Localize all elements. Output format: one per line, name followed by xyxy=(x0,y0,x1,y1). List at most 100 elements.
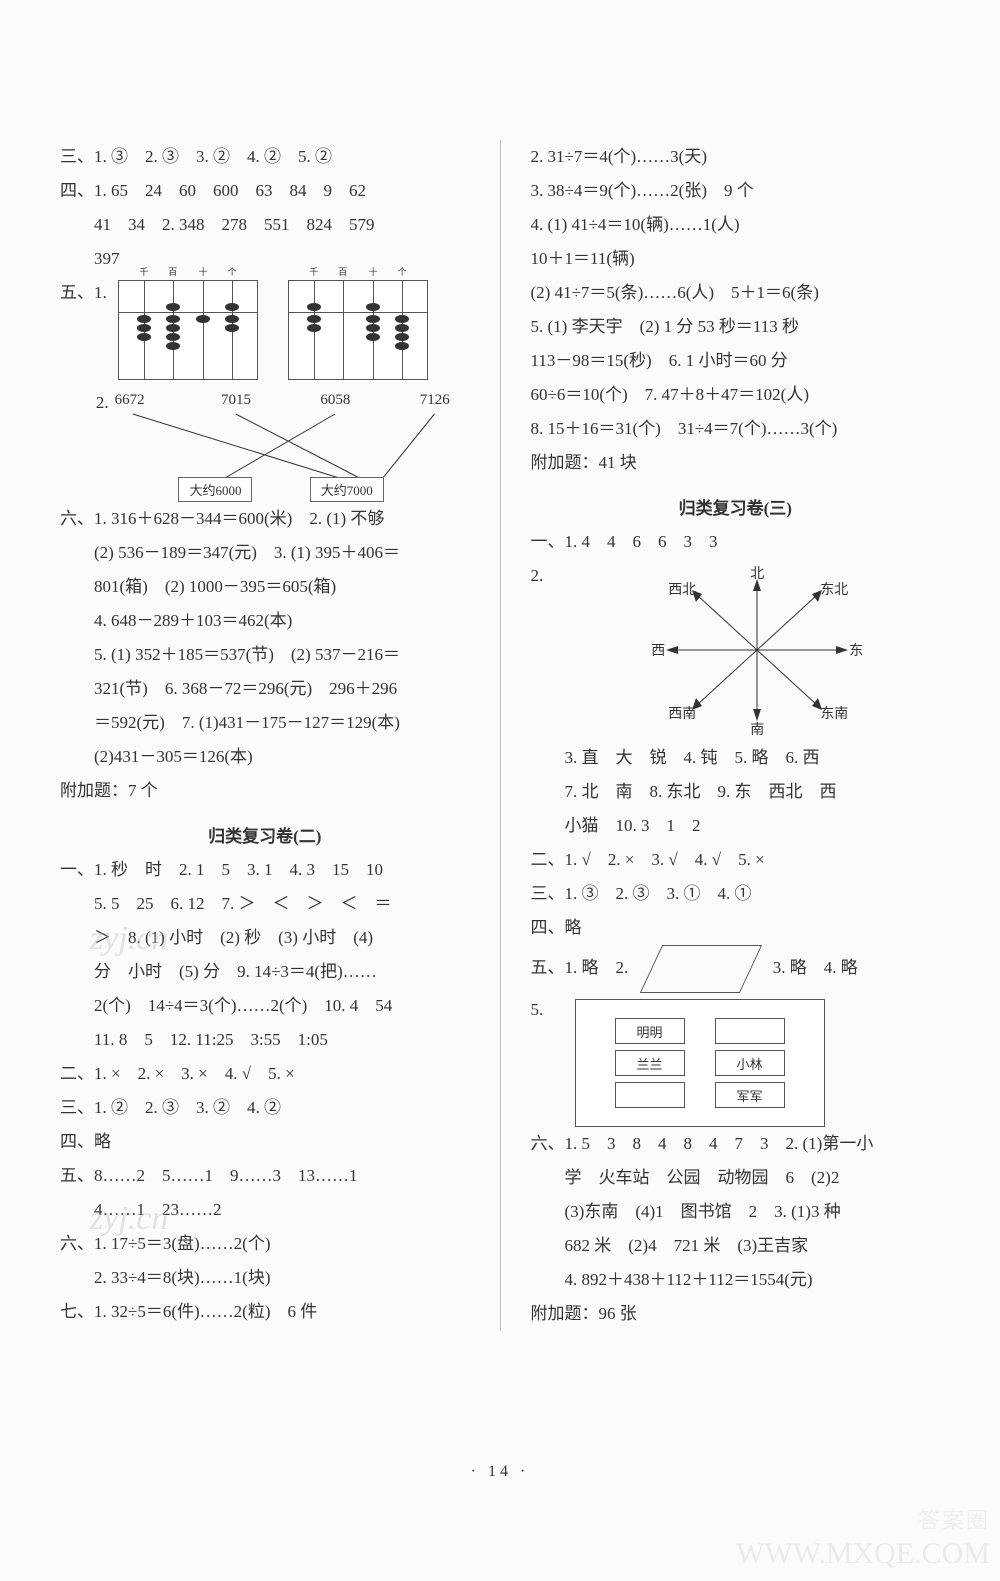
text-line: 60÷6＝10(个) 7. 47＋8＋47＝102(人) xyxy=(531,378,941,412)
label: 5. xyxy=(531,993,575,1027)
text-line: 附加题：41 块 xyxy=(531,446,941,480)
text-line: 10＋1＝11(辆) xyxy=(531,242,941,276)
text-line: 五、8……2 5……1 9……3 13……1 xyxy=(60,1159,470,1193)
seat-cell: 军军 xyxy=(715,1082,785,1108)
text-line: 2. 33÷4＝8(块)……1(块) xyxy=(60,1261,470,1295)
abacus-1: 千 百 十 个 xyxy=(118,280,258,380)
matching-diagram: 6672 7015 6058 7126 大约6000 大约7000 xyxy=(115,392,470,502)
text-line: 三、1. ③ 2. ③ 3. ② 4. ② 5. ② xyxy=(60,140,470,174)
watermark-brand: 答案圈 xyxy=(918,1503,990,1535)
text-line: ＞ 8. (1) 小时 (2) 秒 (3) 小时 (4) xyxy=(60,921,470,955)
text-line: 4……1 23……2 xyxy=(60,1193,470,1227)
seat-cell xyxy=(715,1018,785,1044)
text-line: 4. 892＋438＋112＋112＝1554(元) xyxy=(531,1263,941,1297)
page-number: · 14 · xyxy=(0,1463,1000,1481)
text-line: 2. 31÷7＝4(个)……3(天) xyxy=(531,140,941,174)
two-column-layout: 三、1. ③ 2. ③ 3. ② 4. ② 5. ② 四、1. 65 24 60… xyxy=(60,140,940,1331)
compass-diagram: 北 南 东 西 东北 西北 东南 西南 xyxy=(642,565,872,735)
section-title: 归类复习卷(二) xyxy=(60,822,470,847)
seat-row: 军军 xyxy=(590,1082,810,1108)
match-target: 大约6000 xyxy=(178,477,252,502)
compass-sw: 西南 xyxy=(668,703,696,723)
text-line: 5. 5 25 6. 12 7. ＞ ＜ ＞ ＜ ＝ xyxy=(60,887,470,921)
text-line: 六、1. 17÷5＝3(盘)……2(个) xyxy=(60,1227,470,1261)
compass-nw: 西北 xyxy=(668,579,696,599)
column-divider xyxy=(500,140,501,1331)
label: 五、1. 略 2. xyxy=(531,958,629,977)
text-line: 一、1. 4 4 6 6 3 3 xyxy=(531,525,941,559)
text-line: 分 小时 (5) 分 9. 14÷3＝4(把)…… xyxy=(60,955,470,989)
text-line: 六、1. 316＋628－344＝600(米) 2. (1) 不够 xyxy=(60,502,470,536)
text-line: (2) 536－189＝347(元) 3. (1) 395＋406＝ xyxy=(60,536,470,570)
rod-label: 个 xyxy=(228,265,237,278)
compass-e: 东 xyxy=(849,640,863,660)
text-line: 小猫 10. 3 1 2 xyxy=(531,809,941,843)
text-line: 41 34 2. 348 278 551 824 579 xyxy=(60,208,470,242)
rod-label: 十 xyxy=(369,265,378,278)
text-line: 三、1. ③ 2. ③ 3. ① 4. ① xyxy=(531,877,941,911)
match-lines xyxy=(115,392,470,502)
abacus-section: 五、1. 千 百 十 个 xyxy=(60,276,470,386)
compass-section: 2. xyxy=(531,559,941,741)
section-title: 归类复习卷(三) xyxy=(531,494,941,519)
parallelogram-shape xyxy=(639,945,761,993)
text-line: 11. 8 5 12. 11:25 3:55 1:05 xyxy=(60,1023,470,1057)
text-line: 七、1. 32÷5＝6(件)……2(粒) 6 件 xyxy=(60,1295,470,1329)
text-line: 四、略 xyxy=(60,1125,470,1159)
text-line: 附加题：7 个 xyxy=(60,774,470,808)
seat-cell: 小林 xyxy=(715,1050,785,1076)
compass-w: 西 xyxy=(651,640,665,660)
text-line: 附加题：96 张 xyxy=(531,1297,941,1331)
text-line: 3. 38÷4＝9(个)……2(张) 9 个 xyxy=(531,174,941,208)
label: 五、1. xyxy=(60,276,118,310)
text-line: 四、略 xyxy=(531,911,941,945)
text-line: (2)431－305＝126(本) xyxy=(60,740,470,774)
rod-label: 千 xyxy=(139,265,148,278)
label: 3. 略 4. 略 xyxy=(773,958,858,977)
text-line: 801(箱) (2) 1000－395＝605(箱) xyxy=(60,570,470,604)
label: 2. xyxy=(60,386,115,420)
text-line: 8. 15＋16＝31(个) 31÷4＝7(个)……3(个) xyxy=(531,412,941,446)
text-line: 3. 直 大 锐 4. 钝 5. 略 6. 西 xyxy=(531,741,941,775)
match-target: 大约7000 xyxy=(310,477,384,502)
seat-section: 5. 明明 兰兰 小林 军军 xyxy=(531,993,941,1127)
compass-n: 北 xyxy=(750,563,764,583)
text-line: 四、1. 65 24 60 600 63 84 9 62 xyxy=(60,174,470,208)
text-line: ＝592(元) 7. (1)431－175－127＝129(本) xyxy=(60,706,470,740)
rod-label: 个 xyxy=(398,265,407,278)
text-line: 六、1. 5 3 8 4 8 4 7 3 2. (1)第一小 xyxy=(531,1127,941,1161)
rod-label: 百 xyxy=(338,265,347,278)
text-line: 五、1. 略 2. 3. 略 4. 略 xyxy=(531,945,941,993)
text-line: 4. (1) 41÷4＝10(辆)……1(人) xyxy=(531,208,941,242)
seating-chart: 明明 兰兰 小林 军军 xyxy=(575,999,825,1127)
compass-ne: 东北 xyxy=(820,579,848,599)
text-line: 682 米 (2)4 721 米 (3)王吉家 xyxy=(531,1229,941,1263)
label: 2. xyxy=(531,559,575,593)
rod-label: 十 xyxy=(199,265,208,278)
text-line: 397 xyxy=(60,242,470,276)
rod-label: 百 xyxy=(168,265,177,278)
abacus-2: 千 百 十 个 xyxy=(288,280,428,380)
text-line: 2(个) 14÷4＝3(个)……2(个) 10. 4 54 xyxy=(60,989,470,1023)
compass-se: 东南 xyxy=(820,703,848,723)
left-column: 三、1. ③ 2. ③ 3. ② 4. ② 5. ② 四、1. 65 24 60… xyxy=(60,140,470,1331)
text-line: (3)东南 (4)1 图书馆 2 3. (1)3 种 xyxy=(531,1195,941,1229)
seat-cell xyxy=(615,1082,685,1108)
text-line: 一、1. 秒 时 2. 1 5 3. 1 4. 3 15 10 xyxy=(60,853,470,887)
matching-section: 2. 6672 7015 6058 7126 大约6000 大约7000 xyxy=(60,386,470,502)
text-line: 321(节) 6. 368－72＝296(元) 296＋296 xyxy=(60,672,470,706)
text-line: 113－98＝15(秒) 6. 1 小时＝60 分 xyxy=(531,344,941,378)
watermark-url: WWW.MXQE.COM xyxy=(736,1537,990,1571)
text-line: 7. 北 南 8. 东北 9. 东 西北 西 xyxy=(531,775,941,809)
text-line: 二、1. √ 2. × 3. √ 4. √ 5. × xyxy=(531,843,941,877)
abacus-row: 千 百 十 个 xyxy=(118,280,428,380)
text-line: 三、1. ② 2. ③ 3. ② 4. ② xyxy=(60,1091,470,1125)
rod-label: 千 xyxy=(309,265,318,278)
page: zyj.cn zyj.cn 答案圈 WWW.MXQE.COM 三、1. ③ 2.… xyxy=(0,0,1000,1581)
seat-row: 明明 xyxy=(590,1018,810,1044)
right-column: 2. 31÷7＝4(个)……3(天) 3. 38÷4＝9(个)……2(张) 9 … xyxy=(531,140,941,1331)
text-line: 5. (1) 李天宇 (2) 1 分 53 秒＝113 秒 xyxy=(531,310,941,344)
text-line: 4. 648－289＋103＝462(本) xyxy=(60,604,470,638)
text-line: 二、1. × 2. × 3. × 4. √ 5. × xyxy=(60,1057,470,1091)
text-line: (2) 41÷7＝5(条)……6(人) 5＋1＝6(条) xyxy=(531,276,941,310)
